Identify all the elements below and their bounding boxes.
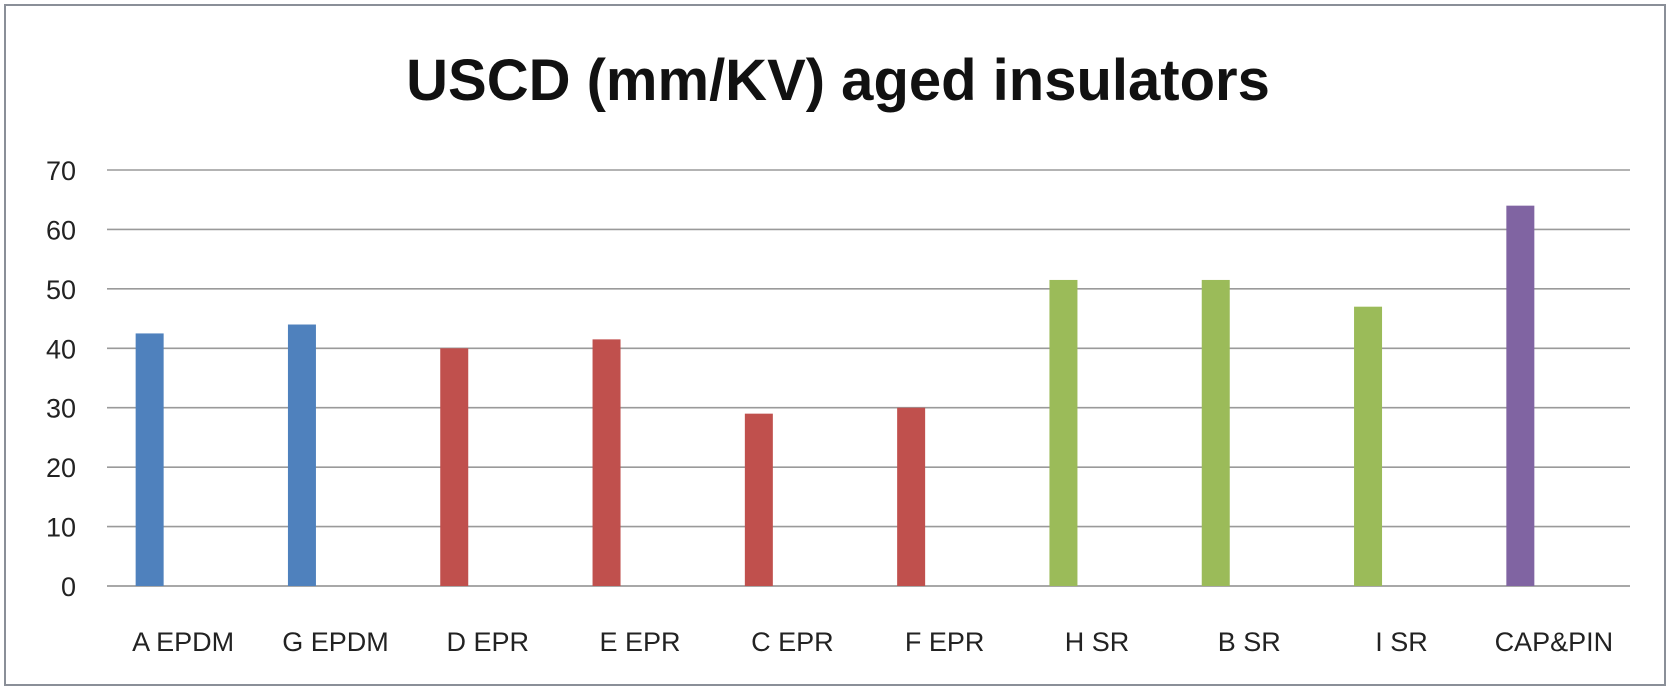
y-tick-label: 40 bbox=[46, 334, 76, 364]
x-axis: A EPDM G EPDM D EPR E EPR C EPR F EPR H SR B SR… bbox=[132, 627, 1613, 657]
bar bbox=[440, 348, 469, 586]
x-tick-label: CAP&PIN bbox=[1495, 627, 1614, 657]
x-tick-label: F EPR bbox=[905, 627, 985, 657]
gridlines bbox=[107, 169, 1630, 587]
x-tick-label: E EPR bbox=[600, 627, 681, 657]
y-tick-label: 10 bbox=[46, 513, 76, 543]
y-tick-label: 70 bbox=[46, 156, 76, 186]
chart-frame bbox=[4, 4, 1666, 686]
x-tick-label: I SR bbox=[1375, 627, 1428, 657]
y-tick-label: 30 bbox=[46, 394, 76, 424]
bar bbox=[592, 339, 621, 586]
bar bbox=[1201, 279, 1230, 586]
bar bbox=[1506, 205, 1535, 586]
bars bbox=[135, 205, 1535, 586]
x-tick-label: D EPR bbox=[446, 627, 529, 657]
x-tick-label: B SR bbox=[1218, 627, 1281, 657]
y-tick-label: 20 bbox=[46, 453, 76, 483]
bar bbox=[1354, 306, 1383, 586]
chart-title: USCD (mm/KV) aged insulators bbox=[406, 48, 1270, 113]
x-tick-label: H SR bbox=[1065, 627, 1130, 657]
x-tick-label: A EPDM bbox=[132, 627, 234, 657]
y-tick-label: 50 bbox=[46, 275, 76, 305]
bar bbox=[744, 413, 773, 586]
y-axis: 0 10 20 30 40 50 60 70 bbox=[46, 156, 76, 602]
y-tick-label: 0 bbox=[61, 572, 76, 602]
bar bbox=[287, 324, 316, 586]
y-tick-label: 60 bbox=[46, 215, 76, 245]
bar bbox=[897, 407, 926, 586]
x-tick-label: C EPR bbox=[751, 627, 834, 657]
bar bbox=[135, 333, 164, 586]
bar bbox=[1049, 279, 1078, 586]
x-tick-label: G EPDM bbox=[282, 627, 389, 657]
